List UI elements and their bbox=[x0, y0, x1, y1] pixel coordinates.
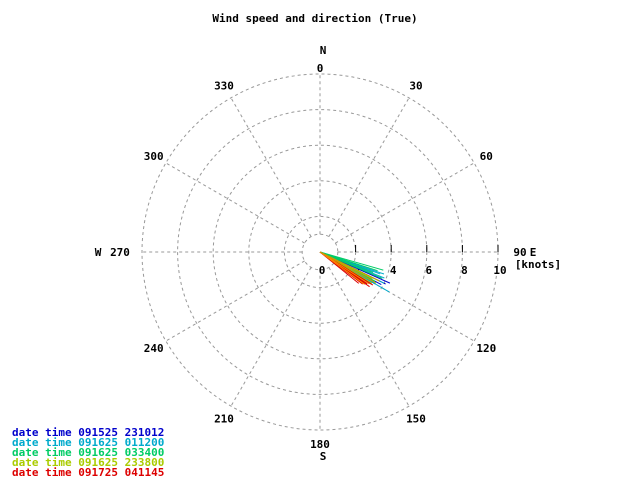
radial-tick-label: 0 bbox=[319, 264, 326, 277]
compass-w: W bbox=[95, 246, 102, 259]
radial-tick-label: 6 bbox=[425, 264, 432, 277]
grid-spoke bbox=[328, 97, 410, 237]
angle-label: 120 bbox=[476, 342, 496, 355]
wind-vector bbox=[319, 251, 365, 285]
legend-entry: date time 091625 011200 bbox=[12, 436, 164, 449]
grid-spoke bbox=[328, 267, 410, 407]
angle-label: 30 bbox=[409, 80, 422, 93]
angle-label: 90 bbox=[513, 246, 526, 259]
wind-vector bbox=[319, 251, 370, 285]
wind-vector bbox=[319, 251, 378, 272]
angle-label: 270 bbox=[110, 246, 130, 259]
angle-label: 0 bbox=[317, 62, 324, 75]
chart-title: Wind speed and direction (True) bbox=[212, 12, 417, 25]
angle-label: 60 bbox=[480, 150, 493, 163]
wind-vector bbox=[319, 251, 383, 279]
wind-vector bbox=[319, 251, 375, 283]
wind-vector bbox=[319, 251, 380, 282]
compass-n: N bbox=[320, 44, 327, 57]
legend-entry: date time 091525 231012 bbox=[12, 426, 164, 439]
radial-axis-label: [knots] bbox=[515, 258, 561, 271]
radial-tick-label: 8 bbox=[461, 264, 468, 277]
grid-spoke bbox=[165, 260, 305, 342]
grid-spoke bbox=[230, 97, 312, 237]
angle-label: 150 bbox=[406, 412, 426, 425]
compass-e: E bbox=[530, 246, 537, 259]
compass-s: S bbox=[320, 450, 327, 463]
wind-vectors bbox=[319, 251, 391, 293]
angle-label: 300 bbox=[144, 150, 164, 163]
angle-label: 210 bbox=[214, 412, 234, 425]
legend-entry: date time 091725 041145 bbox=[12, 466, 164, 479]
grid-spoke bbox=[165, 162, 305, 244]
legend-entry: date time 091625 033400 bbox=[12, 446, 164, 459]
radial-axis: 0246810[knots] bbox=[319, 245, 561, 277]
radial-tick-label: 4 bbox=[390, 264, 397, 277]
angle-label: 330 bbox=[214, 80, 234, 93]
angle-label: 240 bbox=[144, 342, 164, 355]
grid-spoke bbox=[335, 162, 475, 244]
legend-entry: date time 091625 233800 bbox=[12, 456, 164, 469]
radial-tick-label: 10 bbox=[493, 264, 506, 277]
grid-spoke bbox=[230, 267, 312, 407]
angle-label: 180 bbox=[310, 438, 330, 451]
